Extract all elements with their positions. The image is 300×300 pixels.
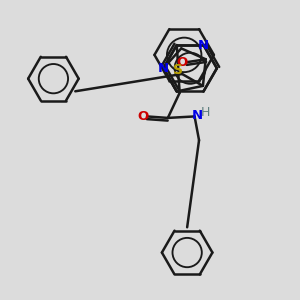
Text: O: O (176, 56, 188, 69)
Text: H: H (201, 106, 211, 119)
Text: N: N (198, 39, 209, 52)
Text: S: S (173, 63, 183, 77)
Text: N: N (191, 109, 203, 122)
Text: O: O (137, 110, 148, 123)
Text: N: N (158, 62, 169, 75)
